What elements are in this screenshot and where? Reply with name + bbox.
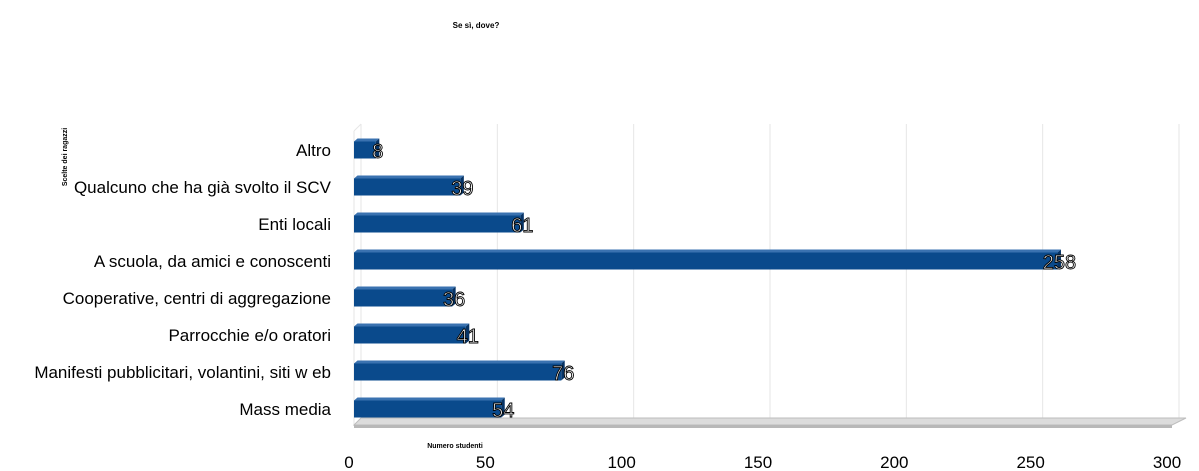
chart-floor-edge xyxy=(354,425,1172,428)
data-label-6: 76 xyxy=(552,363,574,385)
bar-6 xyxy=(354,363,562,381)
bar-7 xyxy=(354,400,502,418)
bar-top-4 xyxy=(354,286,456,290)
data-label-3: 258 xyxy=(1043,252,1076,274)
bar-top-5 xyxy=(354,323,470,327)
x-tick-label-3: 150 xyxy=(744,453,772,471)
x-tick-label-4: 200 xyxy=(880,453,908,471)
bar-4 xyxy=(354,289,453,307)
category-label-7: Mass media xyxy=(239,400,331,419)
bar-side-3 xyxy=(1057,249,1061,270)
category-label-3: A scuola, da amici e conoscenti xyxy=(94,252,331,271)
data-label-4: 36 xyxy=(443,289,465,311)
bar-side-7 xyxy=(501,397,505,418)
x-tick-label-6: 300 xyxy=(1153,453,1181,471)
bar-side-5 xyxy=(465,323,470,344)
bar-top-2 xyxy=(354,212,524,216)
bar-side-4 xyxy=(452,286,456,307)
x-tick-label-2: 100 xyxy=(607,453,635,471)
category-label-6: Manifesti pubblicitari, volantini, siti … xyxy=(34,363,331,382)
bar-top-0 xyxy=(354,138,380,142)
data-label-5: 41 xyxy=(457,326,479,348)
data-label-1: 39 xyxy=(451,178,473,200)
category-label-4: Cooperative, centri di aggregazione xyxy=(63,289,331,308)
bar-3 xyxy=(354,252,1058,270)
bar-5 xyxy=(354,326,466,344)
bar-top-1 xyxy=(354,175,464,179)
data-label-2: 61 xyxy=(511,215,533,237)
category-label-0: Altro xyxy=(296,141,331,160)
category-label-1: Qualcuno che ha già svolto il SCV xyxy=(74,178,332,197)
category-label-5: Parrocchie e/o oratori xyxy=(168,326,331,345)
y-axis-title: Scelte dei ragazzi xyxy=(62,128,69,186)
bar-2 xyxy=(354,215,521,233)
wall-edge-top xyxy=(353,123,362,132)
x-tick-label-5: 250 xyxy=(1016,453,1044,471)
bar-0 xyxy=(354,141,376,159)
category-label-2: Enti locali xyxy=(258,215,331,234)
bar-side-0 xyxy=(375,138,380,159)
x-tick-label-0: 0 xyxy=(344,453,353,471)
bar-top-6 xyxy=(354,360,565,364)
data-label-0: 8 xyxy=(372,141,383,163)
bar-side-2 xyxy=(520,212,524,233)
bar-1 xyxy=(354,178,461,196)
bar-top-7 xyxy=(354,397,505,401)
x-tick-label-1: 50 xyxy=(476,453,495,471)
bar-side-1 xyxy=(460,175,464,196)
chart-title: Se sì, dove? xyxy=(453,21,500,30)
plot-area: 0 50 100 150 200 250 300 Altro 8 Qualcuno che ha … xyxy=(34,123,1187,471)
bar-side-6 xyxy=(561,360,565,381)
x-axis-title: Numero studenti xyxy=(427,443,483,450)
bar-top-3 xyxy=(354,249,1061,253)
chart-floor xyxy=(352,417,1187,426)
data-label-7: 54 xyxy=(492,400,514,422)
